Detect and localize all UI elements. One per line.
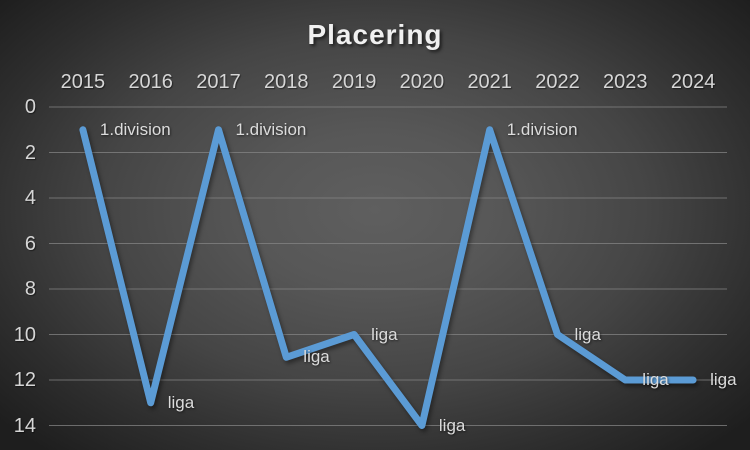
chart-title: Placering	[307, 19, 443, 50]
series-line	[79, 126, 697, 429]
